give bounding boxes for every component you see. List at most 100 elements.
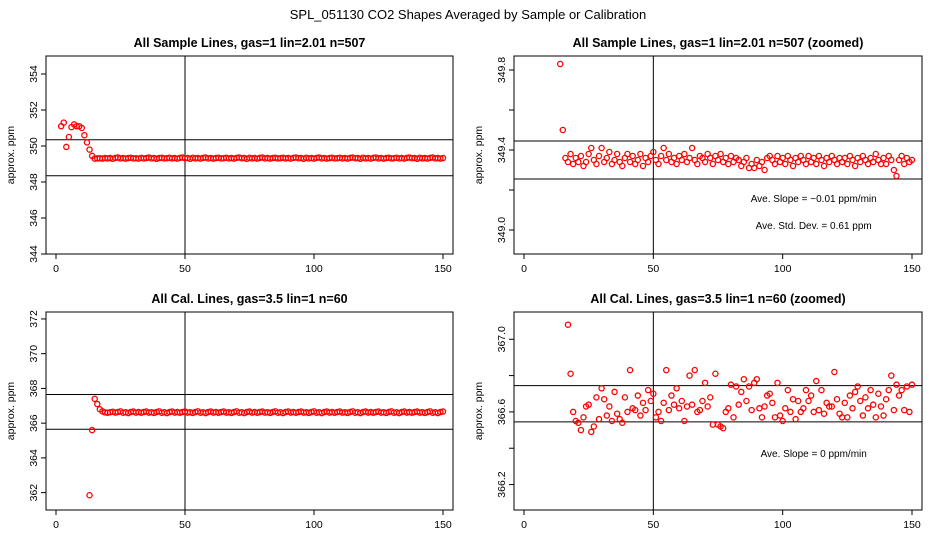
data-point [681, 150, 688, 158]
data-point [794, 158, 802, 166]
data-point [719, 425, 727, 432]
data-point [670, 401, 678, 408]
data-point [619, 162, 626, 170]
data-point [851, 388, 859, 396]
data-point [613, 150, 621, 158]
data-point [575, 158, 582, 166]
data-point [577, 152, 585, 160]
y-axis-label: approx. ppm [473, 126, 485, 185]
plot-frame [45, 55, 454, 255]
data-point [867, 386, 874, 394]
y-tick-label: 368 [28, 380, 40, 398]
data-point [844, 160, 851, 168]
data-point [611, 388, 618, 396]
data-point [743, 397, 750, 405]
data-point [895, 392, 903, 399]
data-point [872, 150, 880, 158]
stats-annotation: Ave. Slope = −0.01 ppm/min [751, 194, 877, 205]
data-point [569, 408, 577, 416]
data-point [603, 412, 611, 419]
data-point [906, 408, 913, 416]
panel-title: All Sample Lines, gas=1 lin=2.01 n=507 (… [573, 36, 864, 50]
data-point [603, 154, 611, 162]
data-point [813, 160, 820, 168]
data-point [631, 406, 639, 414]
data-point [63, 143, 70, 151]
data-point [437, 155, 444, 162]
y-tick-label: 346 [28, 209, 40, 227]
data-point [766, 390, 773, 397]
data-point [688, 401, 696, 408]
data-point [706, 154, 714, 162]
data-point [663, 156, 670, 164]
data-point [564, 321, 572, 328]
y-tick-label: 366.2 [496, 471, 508, 497]
data-point [686, 154, 693, 162]
y-tick-label: 354 [28, 65, 40, 83]
data-point [94, 400, 101, 408]
data-point [81, 131, 88, 139]
data-point [624, 150, 631, 158]
y-tick-label: 350 [28, 137, 40, 155]
data-point [569, 160, 577, 168]
data-point [802, 386, 810, 394]
data-point [439, 408, 447, 415]
data-point [802, 160, 810, 168]
x-tick-label: 50 [647, 519, 659, 531]
data-point [818, 386, 825, 394]
x-tick-label: 50 [647, 263, 659, 275]
data-point [758, 158, 766, 166]
data-point [862, 394, 869, 401]
data-point [701, 158, 709, 166]
data-point [882, 160, 890, 168]
data-point [629, 152, 636, 160]
data-point [857, 397, 864, 405]
data-point [668, 392, 675, 399]
data-point [694, 160, 701, 168]
data-point [789, 162, 797, 170]
data-point [717, 150, 724, 158]
panel-title: All Sample Lines, gas=1 lin=2.01 n=507 [134, 36, 366, 50]
x-tick-label: 50 [179, 263, 191, 275]
data-point [83, 139, 91, 146]
data-point [556, 60, 564, 68]
data-point [877, 403, 885, 410]
data-point [833, 160, 841, 168]
y-tick-label: 344 [28, 245, 40, 263]
y-tick-label: 367.0 [496, 326, 508, 352]
data-point [657, 417, 665, 425]
data-point [681, 417, 688, 425]
x-tick-label: 50 [179, 519, 191, 531]
panel-cal-zoom: All Cal. Lines, gas=3.5 lin=1 n=60 (zoom… [473, 292, 923, 531]
data-point [595, 152, 603, 160]
chart-panels: All Sample Lines, gas=1 lin=2.01 n=507 0 5… [5, 36, 923, 531]
data-point [787, 156, 794, 164]
data-point [787, 408, 794, 416]
data-point [688, 144, 696, 152]
data-point [665, 406, 673, 414]
data-point [86, 491, 93, 499]
data-point [810, 154, 817, 162]
data-point [637, 412, 644, 419]
x-tick-label: 0 [53, 519, 59, 531]
data-point [626, 158, 634, 166]
data-point [608, 417, 616, 425]
x-tick-label: 100 [305, 263, 323, 275]
plot-frame [513, 311, 923, 511]
data-point [621, 394, 629, 401]
stats-annotation: Ave. Slope = 0 ppm/min [761, 449, 867, 460]
data-point [805, 152, 812, 160]
data-point [774, 379, 781, 387]
y-tick-label: 366 [28, 414, 40, 432]
data-points [57, 119, 447, 163]
data-point [815, 406, 823, 414]
data-point [606, 403, 613, 410]
data-point [890, 406, 898, 414]
data-point [908, 156, 916, 164]
x-tick-label: 150 [434, 519, 452, 531]
data-point [65, 133, 73, 141]
data-point [732, 383, 740, 390]
data-point [626, 366, 634, 374]
panel-title: All Cal. Lines, gas=3.5 lin=1 n=60 [151, 292, 347, 306]
